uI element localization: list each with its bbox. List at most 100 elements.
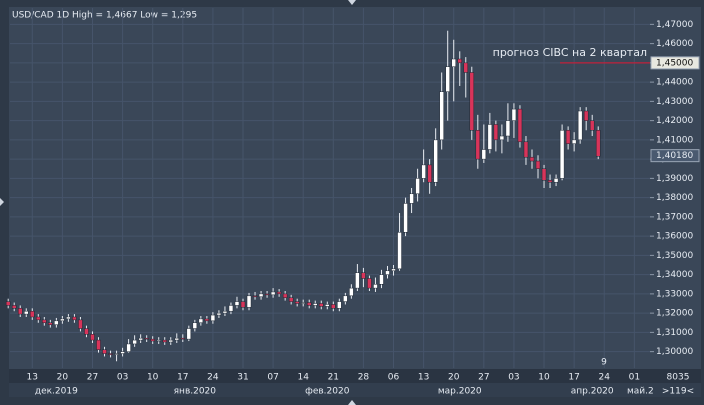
candle-body [36,316,41,321]
y-tick-label: 1,47000 [656,20,693,30]
candle-body [108,353,113,355]
candle-body [168,339,174,343]
candle-body [421,164,426,179]
x-tick-label: 03 [117,373,128,383]
candle-body [319,303,324,307]
candle-body [252,295,258,298]
candle-body [84,328,89,335]
scroll-arrow[interactable] [348,0,356,5]
candle-body [96,339,101,350]
candle-body [397,232,402,270]
candle-body [379,274,384,285]
candle-body [583,110,589,121]
x-tick-label: 13 [418,373,429,383]
candle-body [144,337,149,340]
candle-body [276,291,282,295]
candle-body [72,316,77,321]
y-tick-label: 1,44000 [656,78,693,88]
y-tick-label: 1,30000 [656,347,693,357]
y-tick-label: 1,38000 [656,193,693,203]
y-tick-label: 1,41000 [656,135,693,145]
x-axis-band [9,369,701,383]
x-tick-label: 24 [599,373,611,383]
x-tick-label: 14 [297,373,309,383]
candle-body [439,91,444,141]
candle-body [553,178,559,183]
candle-body [409,193,414,204]
candle-body [186,328,192,340]
x-tick-label: 17 [177,373,188,383]
corner-label: 9 [601,358,607,368]
candle-body [577,110,583,141]
candle-body [481,149,487,160]
candle-body [391,268,396,272]
candle-body [11,305,17,309]
y-tick-label: 1,36000 [656,232,693,242]
candle-body [114,353,119,355]
candle-body [5,301,11,306]
x-tick-label: 24 [207,373,219,383]
candle-body [294,301,300,304]
candle-body [240,301,246,308]
forecast-label: прогноз CIBC на 2 квартал [493,46,647,59]
candle-body [337,301,342,309]
scroll-arrow[interactable] [348,400,356,405]
candle-body [487,124,493,150]
candle-body [24,310,29,315]
candle-body [571,139,577,144]
candle-body [493,124,499,141]
candle-body [120,351,125,354]
month-label: дек.2019 [35,387,78,397]
candle-body [204,318,210,322]
x-tick-label: 10 [147,373,159,383]
candle-body [559,129,565,179]
candle-body [174,337,180,341]
y-tick-label: 1,46000 [656,39,693,49]
candle-body [547,180,553,183]
candle-body [180,337,186,340]
month-label: май.2 [627,387,654,397]
chart-title: USD/CAD 1D High = 1,4667 Low = 1,295 [12,11,197,21]
candle-body [17,308,23,315]
y-tick-label: 1,31000 [656,328,693,338]
candle-body [258,293,264,298]
y-tick-label: 1,35000 [656,251,693,261]
scroll-arrow[interactable] [0,198,4,206]
candle-body [511,108,517,121]
candle-body [469,72,475,131]
month-label: мар.2020 [438,387,482,397]
candle-body [132,339,137,345]
candle-body [300,302,306,304]
month-label: янв.2020 [174,387,217,397]
candle-body [505,120,511,137]
candle-body [54,320,59,325]
candle-body [517,108,523,143]
candle-body [451,58,456,67]
x-tick-label: 20 [57,373,69,383]
x-tick-label: 21 [328,373,339,383]
zoom-label[interactable]: >119< [662,387,694,397]
x-tick-label: 28 [358,373,370,383]
candle-body [270,291,276,296]
candle-body [192,322,198,329]
candle-body [234,301,240,306]
x-tick-label: 03 [508,373,519,383]
candle-body [433,139,438,183]
candle-body [210,314,216,322]
candle-body [589,120,595,131]
candle-body [246,295,252,308]
price-marker-box [650,149,700,163]
y-tick-label: 1,34000 [656,270,693,280]
candle-body [198,318,204,324]
price-marker-label: 1,45000 [656,58,693,68]
y-tick-label: 1,33000 [656,289,693,299]
candle-body [42,319,47,324]
candle-body [66,316,71,320]
candle-body [541,168,547,181]
candle-body [30,310,35,318]
candle-body [102,349,107,354]
candle-body [138,337,143,341]
candle-body [60,318,65,322]
y-tick-label: 1,42000 [656,116,693,126]
